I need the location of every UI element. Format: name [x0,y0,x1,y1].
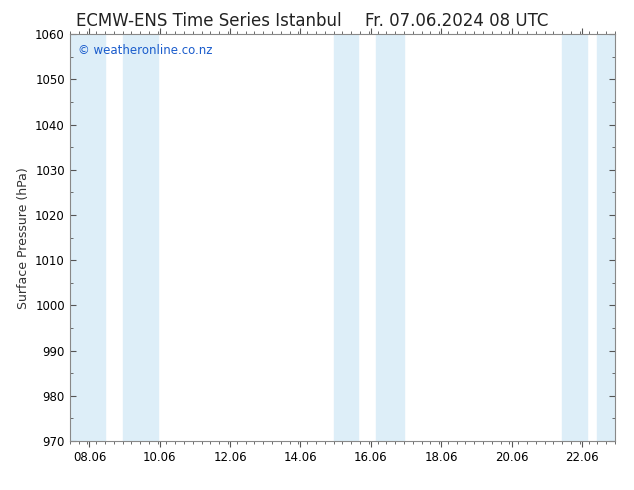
Text: © weatheronline.co.nz: © weatheronline.co.nz [78,45,212,57]
Bar [562,34,587,441]
Bar [597,34,615,441]
Text: Fr. 07.06.2024 08 UTC: Fr. 07.06.2024 08 UTC [365,12,548,30]
Bar [70,34,105,441]
Bar [376,34,404,441]
Bar [333,34,358,441]
Text: ECMW-ENS Time Series Istanbul: ECMW-ENS Time Series Istanbul [77,12,342,30]
Y-axis label: Surface Pressure (hPa): Surface Pressure (hPa) [16,167,30,309]
Bar [122,34,158,441]
